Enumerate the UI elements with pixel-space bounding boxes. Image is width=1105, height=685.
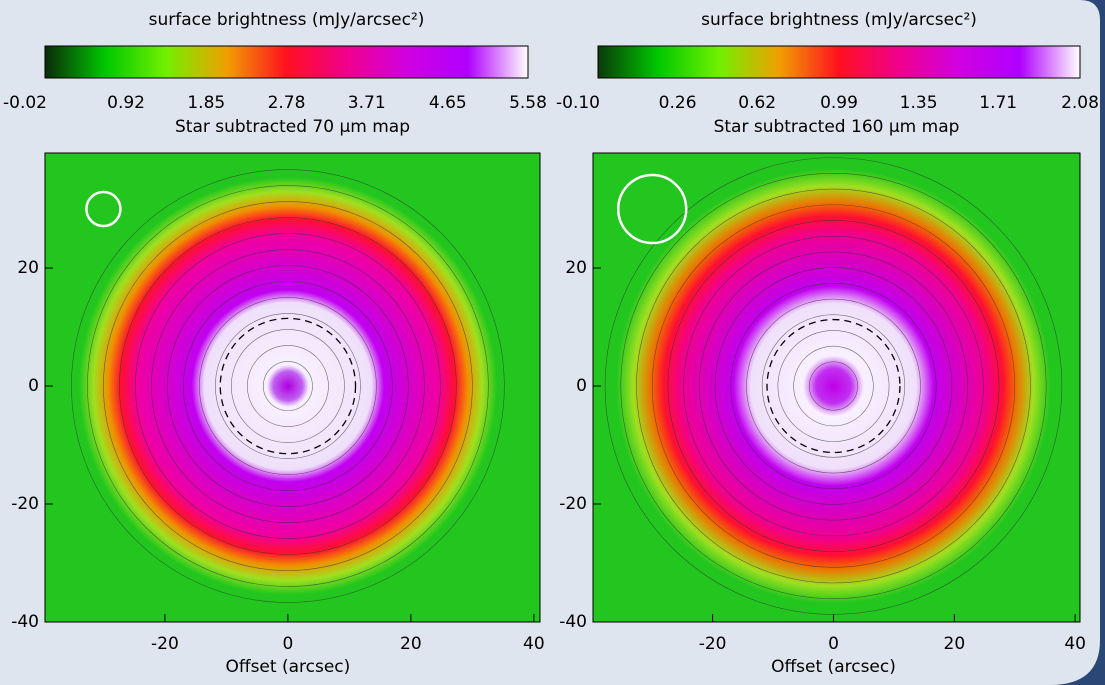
x-axis-label: Offset (arcsec): [225, 657, 350, 677]
chart-title: Star subtracted 70 µm map: [175, 117, 410, 137]
y-tick-label: -20: [559, 494, 587, 514]
x-tick-label: 40: [1064, 634, 1086, 654]
y-tick-label: -40: [559, 612, 587, 632]
colorbar-label: surface brightness (mJy/arcsec²): [701, 10, 977, 30]
colorbar-tick-label: 0.92: [107, 93, 145, 113]
x-tick-label: 20: [400, 634, 422, 654]
map: [45, 153, 540, 622]
y-tick-label: 20: [565, 258, 587, 278]
colorbar-tick-label: 0.62: [738, 93, 776, 113]
chart-title: Star subtracted 160 µm map: [714, 117, 960, 137]
colorbar-tick-label: 4.65: [429, 93, 467, 113]
colorbar: [45, 46, 528, 78]
x-tick-label: 0: [828, 634, 839, 654]
map: [593, 153, 1080, 622]
colorbar-tick-label: 1.35: [900, 93, 938, 113]
colorbar-tick-label: 1.71: [979, 93, 1017, 113]
colorbar-tick-label: -0.02: [3, 93, 47, 113]
x-tick-label: 40: [523, 634, 545, 654]
page: surface brightness (mJy/arcsec²) -0.02 0.9…: [0, 0, 1105, 685]
emission: [79, 177, 497, 595]
colorbar: [598, 46, 1080, 78]
colorbar-tick-label: 0.99: [820, 93, 858, 113]
y-tick-label: -40: [11, 612, 39, 632]
colorbar-label: surface brightness (mJy/arcsec²): [149, 10, 425, 30]
y-tick-label: 20: [17, 258, 39, 278]
x-tick-label: -20: [151, 634, 179, 654]
y-tick-label: 0: [28, 376, 39, 396]
colorbar-tick-label: 1.85: [187, 93, 225, 113]
colorbar-tick-label: 0.26: [659, 93, 697, 113]
x-tick-label: 20: [944, 634, 966, 654]
emission: [616, 169, 1051, 604]
x-axis-label: Offset (arcsec): [771, 657, 896, 677]
figure: surface brightness (mJy/arcsec²) -0.02 0.9…: [0, 0, 1105, 685]
colorbar-tick-label: 2.08: [1061, 93, 1099, 113]
x-tick-label: 0: [282, 634, 293, 654]
colorbar-tick-label: -0.10: [556, 93, 600, 113]
x-tick-label: -20: [699, 634, 727, 654]
y-tick-label: -20: [11, 494, 39, 514]
colorbar-tick-label: 2.78: [268, 93, 306, 113]
y-tick-label: 0: [576, 376, 587, 396]
colorbar-tick-label: 5.58: [509, 93, 547, 113]
colorbar-tick-label: 3.71: [348, 93, 386, 113]
